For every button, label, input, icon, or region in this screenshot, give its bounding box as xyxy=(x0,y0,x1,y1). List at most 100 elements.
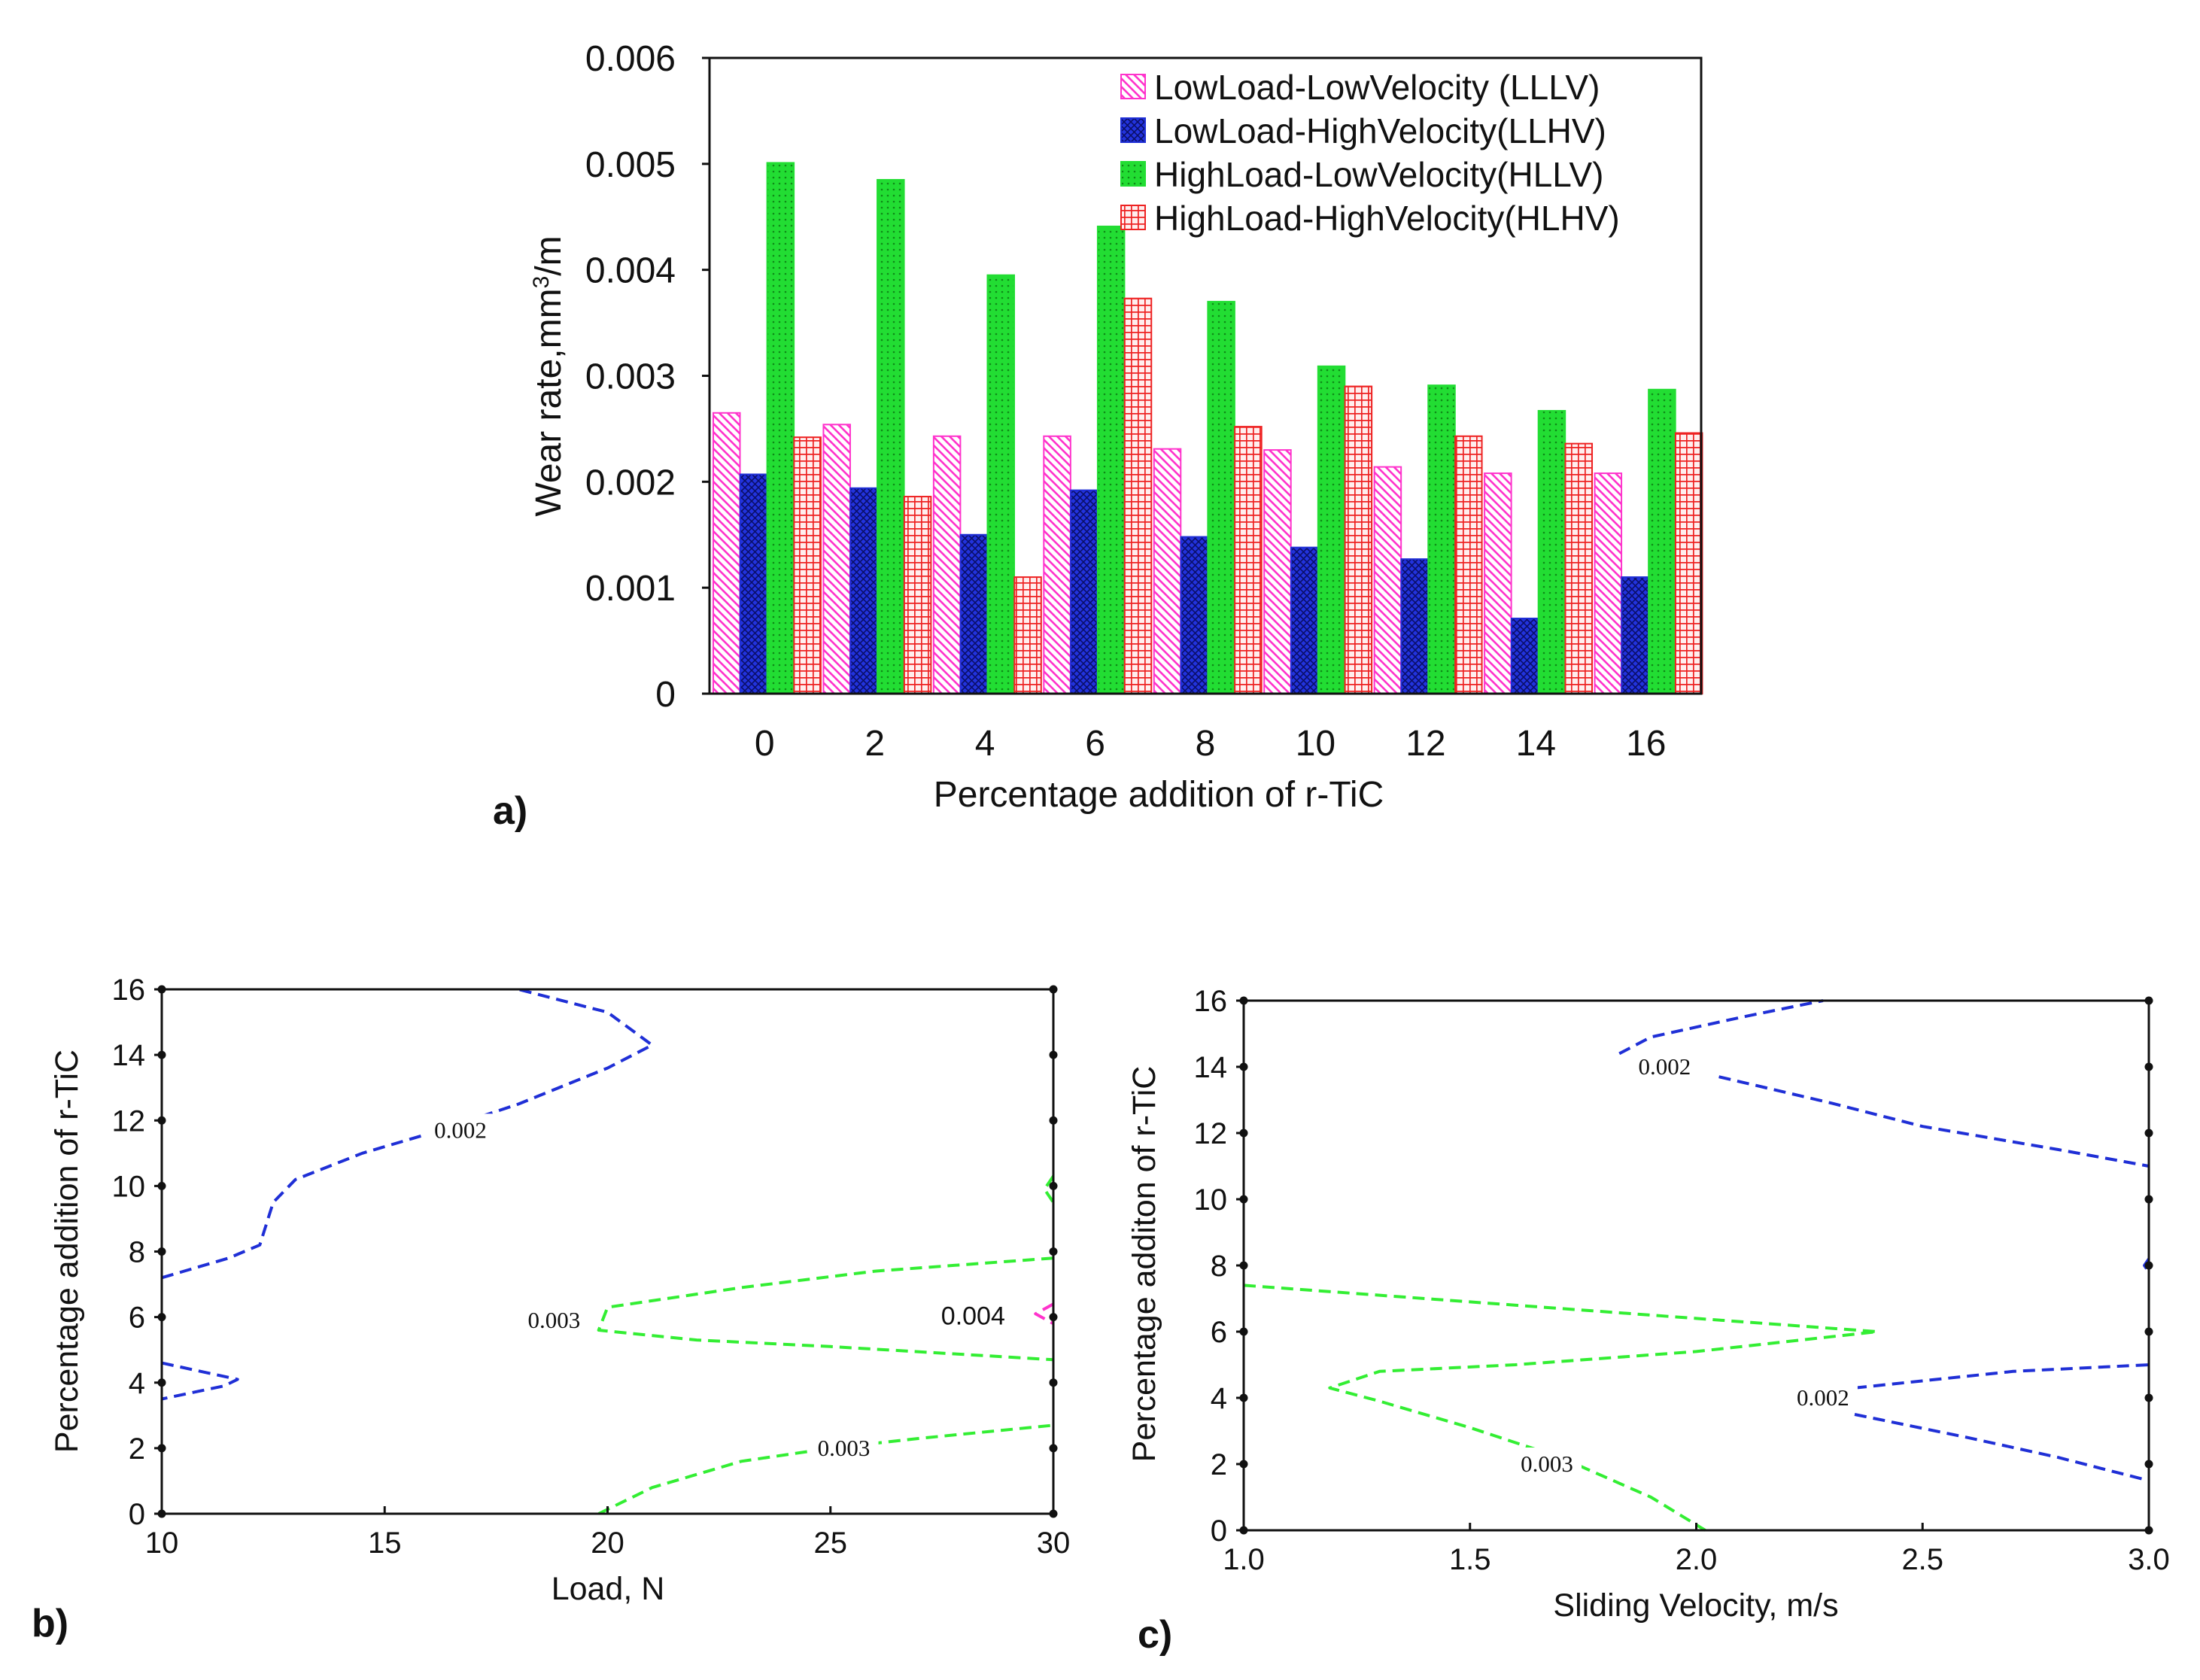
contour-line-0.003 xyxy=(597,1423,1054,1515)
y-tick-dot xyxy=(157,1181,166,1190)
x-tick-label: 12 xyxy=(1405,724,1445,764)
bar-group xyxy=(713,162,1703,695)
bar-llhv-10 xyxy=(1290,546,1319,695)
y-tick-label: 2 xyxy=(1211,1448,1227,1481)
y-tick-label: 8 xyxy=(1211,1250,1227,1283)
bar-hllv-4 xyxy=(986,274,1015,695)
x-axis-label: Sliding Velocity, m/s xyxy=(1553,1587,1838,1624)
bar-hllv-6 xyxy=(1096,225,1126,694)
y-tick-label: 0 xyxy=(655,675,676,715)
contour-label: 0.002 xyxy=(1797,1384,1849,1411)
y-tick-label: 6 xyxy=(129,1302,145,1335)
x-axis-label: Percentage addition of r-TiC xyxy=(934,775,1384,815)
contour-panel-b: 0.002 0.003 0.003 0.004 10 15 20 25 30 0 2 4 6 8 10 12… xyxy=(32,974,1070,1645)
x-tick-label: 2 xyxy=(865,724,885,764)
contour-label: 0.003 xyxy=(818,1435,871,1461)
contour-line-0.002 xyxy=(1618,999,1824,1056)
y-tick-label: 0 xyxy=(129,1498,145,1531)
y-tick-dot xyxy=(1049,1509,1058,1518)
y-tick-dot xyxy=(1049,1313,1058,1322)
bar-lllv-16 xyxy=(1594,472,1623,694)
contour-label: 0.002 xyxy=(1639,1053,1691,1080)
y-tick-label: 14 xyxy=(112,1039,146,1072)
bar-hlhv-6 xyxy=(1123,297,1153,695)
bar-llhv-2 xyxy=(849,487,878,694)
y-tick-dot xyxy=(1049,985,1058,994)
bar-hlhv-10 xyxy=(1344,385,1373,694)
contour-line-0.002 xyxy=(161,988,654,1280)
legend-swatch-lllv xyxy=(1120,74,1146,99)
bar-lllv-0 xyxy=(713,412,741,695)
x-tick-label: 2.5 xyxy=(1901,1543,1943,1576)
legend: LowLoad-LowVelocity (LLLV) LowLoad-HighVe… xyxy=(1120,68,1620,238)
x-tick-label: 1.5 xyxy=(1449,1543,1491,1576)
y-tick-dot xyxy=(1239,1460,1248,1469)
y-tick-dot xyxy=(1239,1062,1248,1071)
bar-lllv-12 xyxy=(1373,466,1402,694)
x-tick-label: 0 xyxy=(755,724,775,764)
y-tick-label: 6 xyxy=(1211,1316,1227,1349)
y-tick-dot xyxy=(157,985,166,994)
x-tick-label: 4 xyxy=(975,724,995,764)
x-tick-label: 25 xyxy=(814,1527,848,1560)
axes: 1.0 1.5 2.0 2.5 3.0 0 2 4 6 8 10 12 14 16 xyxy=(1194,985,2170,1576)
contour-label: 0.003 xyxy=(1521,1451,1573,1477)
contour-line-0.002 xyxy=(161,1361,239,1401)
contour-line-0.002 xyxy=(1854,1413,2150,1482)
contour-line-0.002 xyxy=(1718,1075,2150,1168)
y-axis-label: Wear rate,mm3/m xyxy=(529,235,570,516)
y-tick-dot xyxy=(1239,1393,1248,1402)
bar-hllv-10 xyxy=(1317,365,1346,694)
legend-swatch-hllv xyxy=(1120,161,1146,187)
y-tick-dot xyxy=(157,1247,166,1256)
bar-hllv-12 xyxy=(1427,384,1456,694)
axes: 10 15 20 25 30 0 2 4 6 8 10 12 14 16 xyxy=(112,974,1071,1560)
legend-label-hlhv: HighLoad-HighVelocity(HLHV) xyxy=(1154,199,1620,238)
y-tick-label: 16 xyxy=(1194,985,1228,1018)
y-tick-label: 16 xyxy=(112,974,146,1007)
contour-label-bg xyxy=(519,1303,589,1334)
y-tick-dot xyxy=(2144,1393,2153,1402)
y-tick-dot xyxy=(2144,1195,2153,1204)
y-tick-dot xyxy=(1049,1050,1058,1059)
contour-label-bg xyxy=(809,1431,879,1462)
contour-label: 0.002 xyxy=(434,1116,487,1143)
bar-llhv-6 xyxy=(1070,489,1098,694)
bar-lllv-8 xyxy=(1153,448,1182,694)
panel-label: b) xyxy=(32,1602,68,1645)
y-tick-label: 0 xyxy=(1211,1514,1227,1548)
y-tick-label: 12 xyxy=(1194,1117,1228,1150)
bar-hlhv-0 xyxy=(793,436,822,695)
y-tick-label: 10 xyxy=(112,1170,146,1203)
contour-line-0.003 xyxy=(597,1256,1054,1362)
bar-hlhv-12 xyxy=(1454,435,1483,695)
y-tick-dot xyxy=(2144,1460,2153,1469)
y-tick-dot xyxy=(157,1444,166,1453)
bar-llhv-14 xyxy=(1510,618,1539,695)
y-tick-label: 14 xyxy=(1194,1051,1228,1084)
y-tick-dot xyxy=(157,1116,166,1125)
x-tick-label: 15 xyxy=(368,1527,402,1560)
contour-line-edge xyxy=(1043,1175,1055,1204)
x-tick-label: 10 xyxy=(145,1527,179,1560)
y-tick-dot xyxy=(1239,1261,1248,1270)
contour-lines: 0.002 0.003 0.003 0.004 xyxy=(161,988,1055,1515)
y-tick-dot xyxy=(1049,1181,1058,1190)
y-tick-dot xyxy=(157,1378,166,1387)
bar-lllv-4 xyxy=(932,435,962,695)
bar-llhv-8 xyxy=(1180,536,1209,694)
y-tick-dot xyxy=(1239,1195,1248,1204)
y-tick-dot xyxy=(2144,1327,2153,1336)
y-tick-label: 10 xyxy=(1194,1183,1228,1217)
legend-swatch-hlhv xyxy=(1120,205,1146,230)
bar-hllv-8 xyxy=(1207,300,1235,694)
y-tick-label: 4 xyxy=(1211,1382,1227,1415)
y-tick-label: 0.002 xyxy=(585,463,676,503)
bar-hlhv-8 xyxy=(1234,426,1263,694)
y-tick-label: 0.005 xyxy=(585,145,676,185)
y-tick-dot xyxy=(157,1509,166,1518)
x-tick-label: 20 xyxy=(591,1527,624,1560)
y-tick-dot xyxy=(1239,996,1248,1005)
contour-line-0.004 xyxy=(1034,1302,1054,1326)
